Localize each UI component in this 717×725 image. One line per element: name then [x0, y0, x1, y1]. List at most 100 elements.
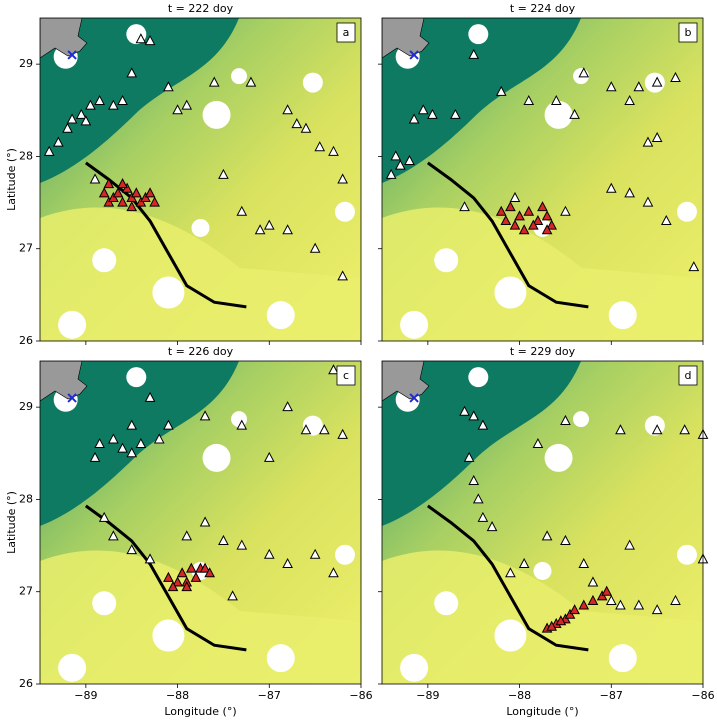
x-marker — [67, 50, 77, 60]
y-tick-label: 26 — [19, 677, 33, 690]
x-tick-label: −87 — [258, 689, 281, 702]
triangle-marker — [94, 94, 105, 106]
cloud-mask — [468, 24, 489, 45]
background-field — [382, 18, 703, 341]
triangle-marker — [282, 557, 293, 569]
triangle-marker — [126, 419, 138, 430]
triangle-marker — [208, 76, 220, 87]
triangle-marker — [624, 539, 635, 550]
triangle-marker — [605, 594, 617, 605]
panel: −89 −88 −87 −86 t = 229 doy d Longitude (°) — [378, 345, 715, 718]
triangle-marker — [236, 205, 248, 216]
panel-label: b — [685, 26, 692, 39]
triangle-marker — [89, 451, 101, 462]
panel-label: c — [343, 369, 349, 382]
triangle-marker — [190, 571, 202, 582]
cloud-mask — [231, 68, 248, 85]
triangle-marker — [505, 201, 516, 212]
triangle-marker — [523, 94, 535, 106]
triangle-marker — [236, 419, 248, 430]
triangle-marker — [427, 108, 438, 119]
triangle-marker — [459, 405, 470, 416]
triangle-marker — [314, 141, 326, 152]
triangle-marker — [463, 451, 475, 462]
cloud-mask — [608, 644, 637, 673]
cloud-mask — [468, 367, 489, 388]
triangle-marker — [53, 136, 64, 147]
triangle-marker — [89, 173, 101, 184]
x-marker — [409, 50, 419, 60]
y-tick-label: 28 — [19, 492, 33, 505]
panel-title: t = 222 doy — [168, 2, 234, 15]
triangle-marker — [337, 270, 348, 281]
triangle-marker — [633, 81, 645, 92]
triangle-marker — [291, 118, 303, 129]
panel: t = 224 doy b — [378, 2, 704, 345]
cloud-mask — [434, 591, 459, 616]
triangle-marker — [176, 567, 188, 578]
front-line — [84, 504, 247, 652]
cloud-mask — [494, 276, 527, 309]
triangle-marker — [601, 585, 613, 596]
triangle-marker — [679, 424, 690, 435]
triangle-marker — [505, 567, 516, 578]
triangle-marker — [218, 168, 229, 179]
triangle-marker — [85, 99, 96, 110]
triangle-marker — [651, 424, 663, 435]
panel-title: t = 224 doy — [510, 2, 576, 15]
triangle-marker — [300, 424, 312, 435]
axes-frame — [381, 360, 704, 685]
triangle-marker — [560, 534, 571, 545]
y-tick-label: 27 — [19, 242, 33, 255]
triangle-marker — [80, 115, 92, 126]
triangle-marker — [624, 94, 635, 106]
panel-label-box — [336, 365, 356, 386]
cloud-mask — [544, 443, 573, 472]
triangle-marker — [670, 71, 681, 82]
triangle-marker — [642, 136, 654, 147]
cloud-mask — [191, 218, 210, 237]
cloud-mask — [544, 100, 573, 129]
triangle-marker — [404, 154, 415, 166]
triangle-marker — [328, 567, 339, 578]
triangle-marker — [135, 33, 147, 44]
triangle-marker — [587, 576, 599, 587]
panel-label-box — [678, 22, 698, 43]
x-tick-label: −88 — [166, 689, 189, 702]
triangle-marker — [670, 594, 681, 605]
triangle-marker — [172, 576, 183, 587]
cloud-mask — [494, 619, 527, 652]
triangle-marker — [560, 414, 571, 425]
triangle-marker — [408, 113, 420, 124]
panel-label-box — [678, 365, 698, 386]
triangle-marker — [126, 201, 138, 212]
triangle-marker — [546, 219, 558, 230]
triangle-marker — [254, 224, 266, 235]
triangle-marker — [509, 191, 521, 202]
cloud-mask — [92, 248, 117, 273]
triangle-marker — [103, 178, 115, 189]
triangle-marker — [282, 401, 293, 412]
triangle-marker — [218, 534, 229, 545]
x-axis-label: Longitude (°) — [506, 705, 578, 718]
triangle-marker — [605, 182, 617, 193]
triangle-marker — [472, 493, 484, 504]
panel: 26 27 28 29 t = 222 doy a Latitude (°) — [5, 2, 362, 347]
cloud-mask — [92, 591, 117, 616]
triangle-marker — [587, 594, 599, 605]
y-tick-label: 26 — [19, 334, 33, 347]
land — [40, 361, 88, 402]
triangle-marker — [98, 511, 110, 522]
triangle-marker — [578, 557, 590, 569]
triangle-marker — [523, 205, 535, 216]
field-dark — [382, 18, 582, 183]
cloud-mask — [302, 72, 323, 93]
land — [382, 361, 430, 402]
x-axis-label: Longitude (°) — [164, 705, 236, 718]
cloud-mask — [608, 301, 637, 330]
triangle-marker — [633, 599, 645, 610]
panel-label-box — [336, 22, 356, 43]
triangle-marker — [263, 548, 275, 559]
land — [382, 18, 430, 59]
